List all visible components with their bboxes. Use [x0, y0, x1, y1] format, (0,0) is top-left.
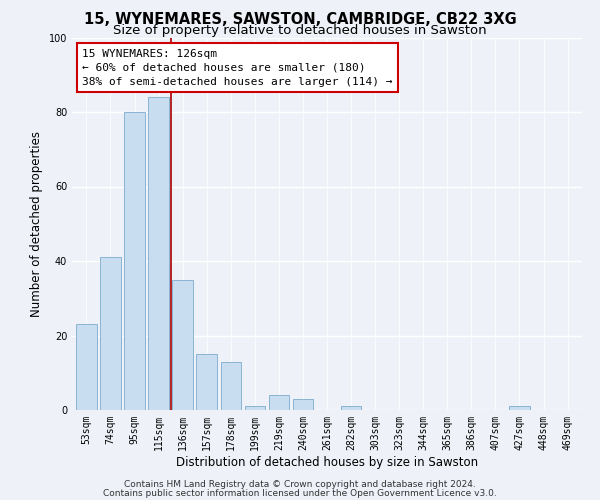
Bar — [221, 362, 241, 410]
Text: Contains public sector information licensed under the Open Government Licence v3: Contains public sector information licen… — [103, 488, 497, 498]
Bar — [100, 258, 121, 410]
Bar — [341, 406, 361, 410]
Text: Contains HM Land Registry data © Crown copyright and database right 2024.: Contains HM Land Registry data © Crown c… — [124, 480, 476, 489]
Text: 15 WYNEMARES: 126sqm
← 60% of detached houses are smaller (180)
38% of semi-deta: 15 WYNEMARES: 126sqm ← 60% of detached h… — [82, 48, 392, 86]
Bar — [509, 406, 530, 410]
Text: 15, WYNEMARES, SAWSTON, CAMBRIDGE, CB22 3XG: 15, WYNEMARES, SAWSTON, CAMBRIDGE, CB22 … — [83, 12, 517, 28]
Bar — [245, 406, 265, 410]
Bar — [293, 399, 313, 410]
Bar — [172, 280, 193, 410]
Y-axis label: Number of detached properties: Number of detached properties — [30, 130, 43, 317]
Bar — [124, 112, 145, 410]
Bar — [269, 395, 289, 410]
Bar — [148, 97, 169, 410]
Text: Size of property relative to detached houses in Sawston: Size of property relative to detached ho… — [113, 24, 487, 37]
X-axis label: Distribution of detached houses by size in Sawston: Distribution of detached houses by size … — [176, 456, 478, 468]
Bar — [196, 354, 217, 410]
Bar — [76, 324, 97, 410]
